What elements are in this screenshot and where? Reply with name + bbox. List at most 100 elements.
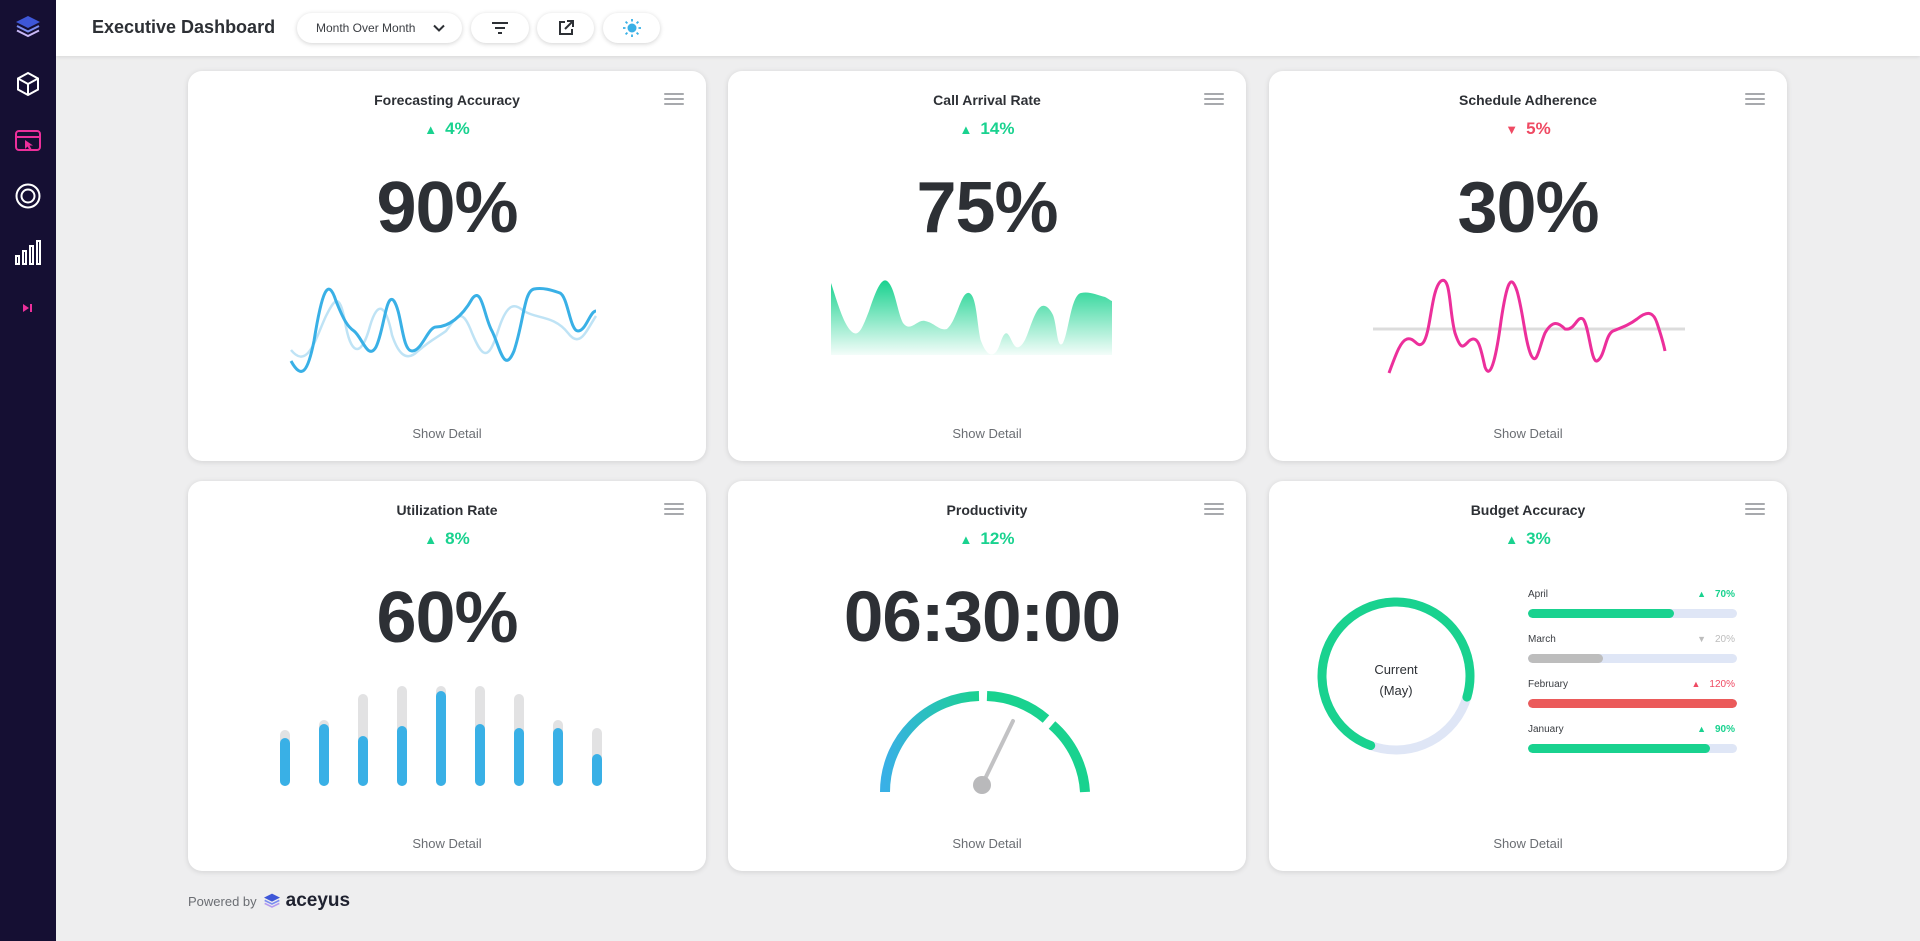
browser-cursor-icon[interactable] [13,126,43,156]
card-productivity: Productivity ▲ 12% 06:30:00 Show Detail [728,481,1246,871]
trend-arrow-icon: ▲ [959,532,973,547]
filter-icon [492,22,508,34]
card-utilization-rate: Utilization Rate ▲ 8% 60% Show Detail [188,481,706,871]
budget-progress-bar [1528,654,1737,663]
aceyus-logo-icon [263,893,280,908]
card-menu-icon[interactable] [1204,503,1224,517]
trend-arrow-icon: ▲ [424,122,438,137]
show-detail-link[interactable]: Show Detail [952,836,1022,851]
trend-arrow-icon: ▼ [1505,122,1519,137]
budget-bar-fill [1528,654,1604,663]
card-title: Budget Accuracy [1470,502,1586,518]
card-call-arrival-rate: Call Arrival Rate ▲ 14% 75% Show Detail [728,71,1246,461]
budget-donut-chart: Current (May) [1317,597,1475,755]
budget-month-pct: ▲ 120% [1691,679,1736,690]
utilization-value-bar[interactable] [358,736,368,786]
page-title: Executive Dashboard [92,17,276,37]
kpi-value: 30% [1457,168,1599,248]
period-select[interactable]: Month Over Month [297,13,462,43]
card-forecasting-accuracy: Forecasting Accuracy ▲ 4% 90% Show Detail [188,71,706,461]
trend-indicator: ▲ 4% [188,119,706,139]
card-title: Schedule Adherence [1459,92,1597,108]
export-button[interactable] [537,13,594,43]
budget-bar-fill [1528,744,1710,753]
budget-month-label: March [1528,634,1556,645]
bar-chart-icon[interactable] [13,237,43,267]
trend-indicator: ▲ 3% [1269,529,1787,549]
card-title: Productivity [946,502,1028,518]
productivity-gauge [880,691,1090,794]
cube-icon[interactable] [13,69,43,99]
kpi-value: 75% [916,168,1058,248]
budget-month-pct: ▼ 20% [1697,634,1735,645]
card-title: Call Arrival Rate [933,92,1041,108]
skip-forward-icon[interactable] [13,293,43,323]
theme-toggle-button[interactable] [603,13,660,43]
budget-progress-bar [1528,699,1737,708]
trend-value: 5% [1526,119,1551,138]
card-title: Utilization Rate [396,502,498,518]
trend-value: 8% [445,529,470,548]
utilization-value-bar[interactable] [397,726,407,786]
donut-label-line2: (May) [1379,683,1412,698]
utilization-bar-chart [280,686,602,786]
budget-month-label: February [1528,679,1569,690]
donut-label-line1: Current [1374,662,1418,677]
card-menu-icon[interactable] [1745,93,1765,107]
powered-by: Powered by aceyus [188,890,350,912]
card-budget-accuracy: Budget Accuracy ▲ 3% Current (May) April … [1269,481,1787,871]
budget-progress-bar [1528,609,1737,618]
card-schedule-adherence: Schedule Adherence ▼ 5% 30% Show Detail [1269,71,1787,461]
trend-indicator: ▼ 5% [1269,119,1787,139]
utilization-value-bar[interactable] [592,754,602,786]
powered-by-label: Powered by [188,893,257,909]
budget-month-pct: ▲ 90% [1697,724,1735,735]
top-bar: Executive Dashboard Month Over Month [56,0,1920,56]
budget-month-label: April [1528,589,1549,600]
show-detail-link[interactable]: Show Detail [1493,426,1563,441]
period-select-value: Month Over Month [316,21,416,35]
target-icon[interactable] [13,181,43,211]
external-link-icon [558,20,574,35]
show-detail-link[interactable]: Show Detail [1493,836,1563,851]
trend-value: 3% [1526,529,1551,548]
utilization-value-bar[interactable] [436,691,446,786]
utilization-value-bar[interactable] [553,728,563,786]
sidebar [0,0,56,941]
card-menu-icon[interactable] [664,93,684,107]
show-detail-link[interactable]: Show Detail [412,426,482,441]
utilization-value-bar[interactable] [514,728,524,786]
trend-indicator: ▲ 8% [188,529,706,549]
forecast-sparkline [289,287,598,373]
kpi-value: 06:30:00 [843,578,1121,657]
sun-icon [622,19,641,37]
trend-value: 4% [445,119,470,138]
kpi-value: 90% [376,168,518,248]
card-menu-icon[interactable] [1204,93,1224,107]
utilization-value-bar[interactable] [280,738,290,786]
card-menu-icon[interactable] [664,503,684,517]
trend-arrow-icon: ▲ [1505,532,1519,547]
trend-value: 12% [980,529,1015,548]
budget-bar-fill [1528,699,1737,708]
show-detail-link[interactable]: Show Detail [412,836,482,851]
trend-arrow-icon: ▲ [959,122,973,137]
brand-name: aceyus [285,890,351,911]
layers-logo-icon[interactable] [13,12,43,42]
schedule-adherence-line-chart [1373,278,1685,374]
card-title: Forecasting Accuracy [374,92,520,108]
budget-month-pct: ▲ 70% [1697,589,1735,600]
budget-progress-bar [1528,744,1737,753]
trend-indicator: ▲ 14% [728,119,1246,139]
budget-month-label: January [1528,724,1564,735]
call-arrival-area-chart [831,280,1112,355]
show-detail-link[interactable]: Show Detail [952,426,1022,441]
utilization-value-bar[interactable] [319,724,329,786]
filter-button[interactable] [471,13,529,43]
budget-bar-fill [1528,609,1675,618]
kpi-value: 60% [376,578,518,658]
chevron-down-icon [433,24,445,32]
utilization-value-bar[interactable] [475,724,485,786]
card-menu-icon[interactable] [1745,503,1765,517]
trend-arrow-icon: ▲ [424,532,438,547]
